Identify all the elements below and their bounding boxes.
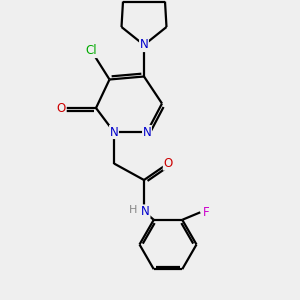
Text: Cl: Cl [86,44,97,58]
Text: N: N [110,125,118,139]
Text: O: O [164,157,172,170]
Text: O: O [57,101,66,115]
Text: F: F [203,206,210,219]
Text: H: H [128,205,137,215]
Text: N: N [142,125,152,139]
Text: N: N [141,205,150,218]
Text: N: N [140,38,148,52]
